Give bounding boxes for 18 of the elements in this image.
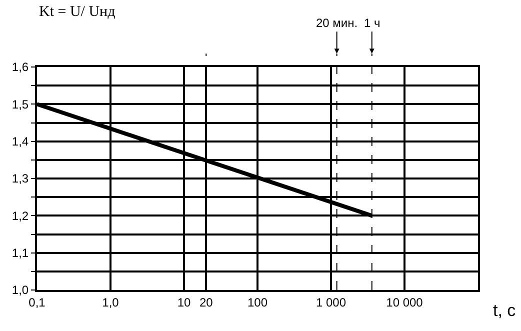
y-tick-label: 1,4 [12,134,29,149]
x-tick-label: 1,0 [102,295,120,310]
x-tick-label: 10 000 [386,295,424,310]
x-tick-label: 20 [199,295,214,310]
ref-line-label: 20 мин. [316,16,358,30]
x-tick-label: 10 [177,295,191,310]
y-tick-label: 1,1 [12,246,29,260]
x-axis-title: t, с [493,301,516,320]
y-tick-label: 1,0 [12,283,29,298]
x-tick-label: 0,1 [28,295,46,310]
x-tick-label: 1 000 [316,295,346,310]
ref-line-label: 1 ч [364,16,380,30]
y-tick-label: 1,6 [12,60,29,74]
y-tick-label: 1,2 [12,208,29,223]
x-tick-label: 100 [247,295,268,310]
y-tick-label: 1,3 [12,172,29,186]
y-axis-title: Kt = U/ Uнд [39,4,116,20]
y-tick-label: 1,5 [12,97,29,112]
